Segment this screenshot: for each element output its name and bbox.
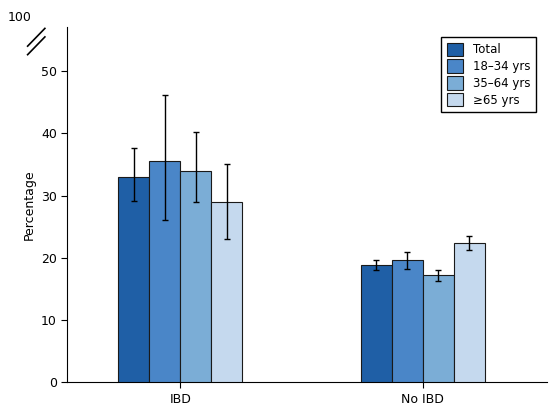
Bar [118, 177, 149, 382]
Bar [423, 275, 454, 382]
Bar [180, 171, 211, 382]
Legend: Total, 18–34 yrs, 35–64 yrs, ≥65 yrs: Total, 18–34 yrs, 35–64 yrs, ≥65 yrs [441, 37, 536, 113]
Bar [360, 265, 392, 382]
Text: 100: 100 [8, 11, 31, 24]
Y-axis label: Percentage: Percentage [22, 170, 36, 240]
Bar [211, 202, 242, 382]
Bar [149, 161, 180, 382]
Bar [392, 260, 423, 382]
Bar [454, 243, 485, 382]
